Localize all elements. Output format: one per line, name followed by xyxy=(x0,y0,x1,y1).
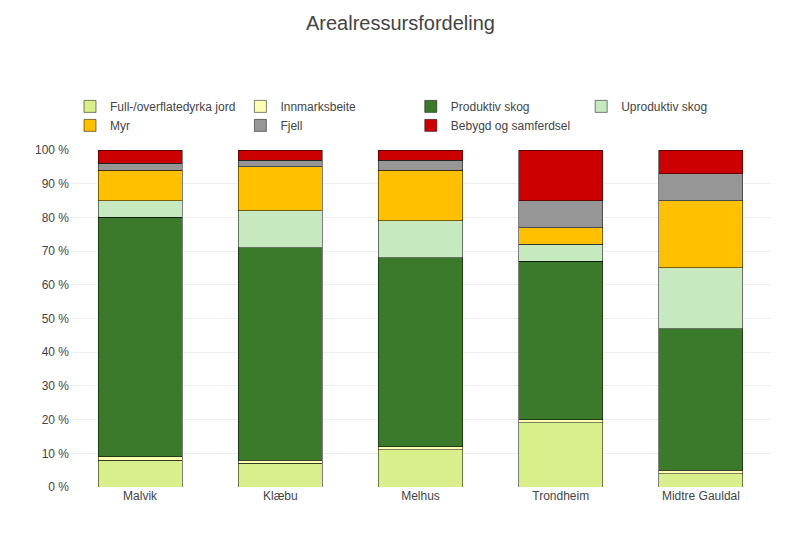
svg-text:Trondheim: Trondheim xyxy=(532,489,589,503)
svg-text:Melhus: Melhus xyxy=(401,489,440,503)
svg-text:30 %: 30 % xyxy=(42,379,70,393)
svg-text:90 %: 90 % xyxy=(42,177,70,191)
svg-text:20 %: 20 % xyxy=(42,413,70,427)
svg-text:100 %: 100 % xyxy=(35,143,69,157)
svg-text:10 %: 10 % xyxy=(42,447,70,461)
svg-text:Bebygd og samferdsel: Bebygd og samferdsel xyxy=(451,119,570,133)
svg-text:0 %: 0 % xyxy=(48,480,69,494)
svg-text:Midtre Gauldal: Midtre Gauldal xyxy=(662,489,740,503)
svg-text:Fjell: Fjell xyxy=(280,119,302,133)
svg-text:40 %: 40 % xyxy=(42,345,70,359)
svg-text:Klæbu: Klæbu xyxy=(263,489,298,503)
svg-text:Malvik: Malvik xyxy=(123,489,158,503)
svg-text:Innmarksbeite: Innmarksbeite xyxy=(280,100,356,114)
svg-text:70 %: 70 % xyxy=(42,244,70,258)
svg-text:Produktiv skog: Produktiv skog xyxy=(451,100,530,114)
svg-text:Full-/overflatedyrka jord: Full-/overflatedyrka jord xyxy=(110,100,235,114)
svg-text:60 %: 60 % xyxy=(42,278,70,292)
svg-text:80 %: 80 % xyxy=(42,211,70,225)
svg-text:Myr: Myr xyxy=(110,119,130,133)
svg-text:Uproduktiv skog: Uproduktiv skog xyxy=(621,100,707,114)
svg-text:50 %: 50 % xyxy=(42,312,70,326)
svg-text:Arealressursfordeling: Arealressursfordeling xyxy=(306,12,495,34)
